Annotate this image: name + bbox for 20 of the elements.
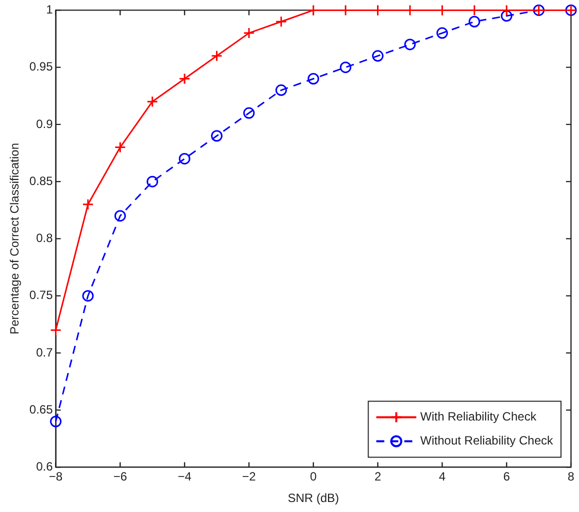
y-tick-label: 0.8 xyxy=(36,231,54,246)
legend-label: With Reliability Check xyxy=(420,410,538,424)
y-tick-label: 0.75 xyxy=(29,288,54,302)
x-tick-label: 6 xyxy=(503,470,510,484)
legend-label: Without Reliability Check xyxy=(420,434,554,448)
y-tick-label: 0.9 xyxy=(36,116,54,131)
x-tick-label: −2 xyxy=(242,470,256,484)
x-tick-label: −6 xyxy=(113,470,128,484)
y-tick-label: 0.85 xyxy=(29,174,54,188)
x-tick-label: 2 xyxy=(374,470,382,484)
y-tick-label: 0.7 xyxy=(36,345,54,360)
x-axis-title: SNR (dB) xyxy=(288,491,340,506)
y-tick-label: 0.65 xyxy=(29,402,54,416)
y-tick-label: 0.95 xyxy=(29,60,54,74)
x-tick-label: 8 xyxy=(568,470,575,484)
y-axis-title: Percentage of Correct Classification xyxy=(8,142,22,334)
y-tick-label: 1 xyxy=(46,2,54,17)
x-tick-label: 4 xyxy=(438,470,446,484)
x-tick-label: 0 xyxy=(310,470,318,484)
x-tick-label: −4 xyxy=(178,470,192,484)
